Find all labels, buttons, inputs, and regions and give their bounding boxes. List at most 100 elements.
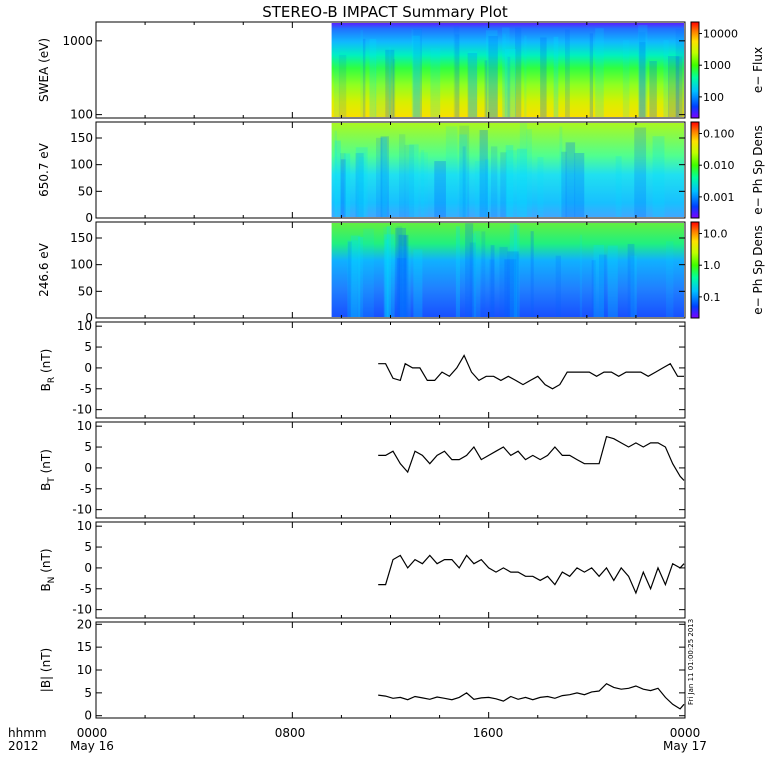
spectrogram-streak [334, 130, 337, 217]
y-tick-label: 1000 [62, 34, 93, 48]
spectrogram-streak [553, 36, 559, 117]
spectrogram-streak [362, 38, 366, 117]
spectrogram-streak [397, 258, 407, 317]
spectrogram-data [331, 123, 684, 217]
spectrogram-streak [380, 137, 387, 217]
spectrogram-streak [334, 140, 341, 217]
y-tick-label: -10 [72, 503, 92, 517]
spectrogram-streak [398, 234, 409, 317]
spectrogram-streak [468, 51, 478, 117]
spectrogram-streak [403, 235, 408, 317]
spectrogram-streak [392, 59, 396, 117]
spectrogram-streak [385, 49, 395, 117]
colorbar [691, 122, 699, 218]
colorbar-tick-label: 0.100 [703, 128, 735, 141]
y-axis-label-sub: R [47, 377, 57, 383]
field-trace [378, 435, 685, 481]
spectrogram-streak [383, 227, 389, 317]
spectrogram-streak [507, 56, 511, 117]
spectrogram-streak [467, 53, 478, 117]
spectrogram-streak [649, 61, 657, 117]
spectrogram-streak [481, 231, 486, 317]
y-tick-label: -5 [80, 482, 92, 496]
colorbar-tick-label: 100 [703, 91, 724, 104]
spectrogram-streak [630, 255, 637, 317]
y-tick-label: -5 [80, 382, 92, 396]
field-trace [378, 682, 685, 710]
y-axis-label: BT (nT) [39, 449, 57, 491]
spectrogram-streak [574, 153, 585, 217]
y-axis-label-unit: (nT) [39, 349, 53, 377]
spectrogram-streak [375, 57, 385, 117]
panel-frame [95, 21, 686, 119]
spectrogram-data [331, 223, 684, 317]
panel-frame [95, 521, 686, 619]
y-tick-label: 100 [70, 258, 93, 272]
spectrogram-streak [517, 148, 527, 217]
spectrogram-streak [599, 254, 607, 317]
spectrogram-streak [459, 134, 468, 217]
spectrogram-streak [506, 150, 518, 217]
spectrogram-streak [513, 224, 520, 317]
y-axis-label: BR (nT) [39, 349, 57, 392]
spectrogram-streak [485, 30, 498, 117]
colorbar-tick-label: 1000 [703, 59, 731, 72]
spectrogram-streak [638, 32, 646, 117]
spectrogram-streak [363, 228, 374, 317]
spectrogram-streak [666, 241, 674, 317]
panel-frame [95, 121, 686, 219]
y-axis-label: SWEA (eV) [37, 38, 51, 102]
y-tick-label: 150 [70, 131, 93, 145]
spectrogram-streak [430, 48, 441, 118]
y-tick-label: 10 [77, 519, 92, 533]
y-axis-label: BN (nT) [39, 548, 57, 591]
colorbar-frame [690, 121, 700, 219]
spectrogram-streak [360, 30, 364, 117]
time-tick-label: 0000 [670, 726, 701, 740]
colorbar-label: e− Flux [751, 47, 765, 93]
y-axis-label-main: |B| [39, 676, 53, 692]
colorbar-tick-label: 0.010 [703, 159, 735, 172]
spectrogram-streak [338, 54, 347, 117]
spectrogram-streak [445, 126, 458, 217]
spectrogram-streak [675, 28, 685, 117]
time-axis-unit: hhmm [8, 726, 47, 740]
bn-panel: 10 5 0 -5 -10 BN (nT) [39, 519, 686, 619]
spectrogram-streak [355, 147, 368, 217]
spectrogram-streak [399, 246, 411, 317]
y-tick-label: 20 [77, 617, 92, 631]
spectrogram-streak [505, 145, 514, 217]
y-axis-label-main: B [39, 483, 53, 491]
spectrogram-streak [369, 38, 377, 117]
spectrogram-streak [489, 259, 495, 317]
y-tick-label: 10 [77, 319, 92, 333]
panel-frame [95, 321, 686, 419]
time-tick-label: 0800 [275, 726, 306, 740]
spectrogram-streak [357, 152, 366, 217]
y-tick-label: 150 [70, 231, 93, 245]
y-tick-label: 100 [70, 158, 93, 172]
y-tick-label: 10 [77, 663, 92, 677]
date-label-start: May 16 [70, 739, 114, 753]
spectrogram-streak [462, 146, 466, 217]
spectrogram-streak [434, 161, 446, 217]
y-axis-label-unit: (nT) [39, 449, 53, 477]
spectrogram-streak [420, 149, 425, 217]
spectrogram-streak [565, 29, 570, 118]
spectrogram-streak [622, 39, 630, 117]
spectrogram-streak [565, 142, 576, 217]
colorbar-tick-label: 10.0 [703, 228, 728, 241]
spectrogram-streak [479, 130, 488, 217]
colorbar [691, 22, 699, 118]
spectrogram-streak [559, 126, 563, 217]
colorbar [691, 222, 699, 318]
spectrogram-streak [634, 127, 647, 217]
spectrogram-streak [507, 251, 519, 317]
spectrogram-streak [459, 125, 470, 217]
spectrogram-streak [388, 46, 391, 118]
y-axis-label-main: B [39, 383, 53, 391]
spectrogram-streak [419, 152, 428, 217]
spectrogram-streak [504, 259, 517, 317]
spectrogram-streak [652, 136, 665, 217]
